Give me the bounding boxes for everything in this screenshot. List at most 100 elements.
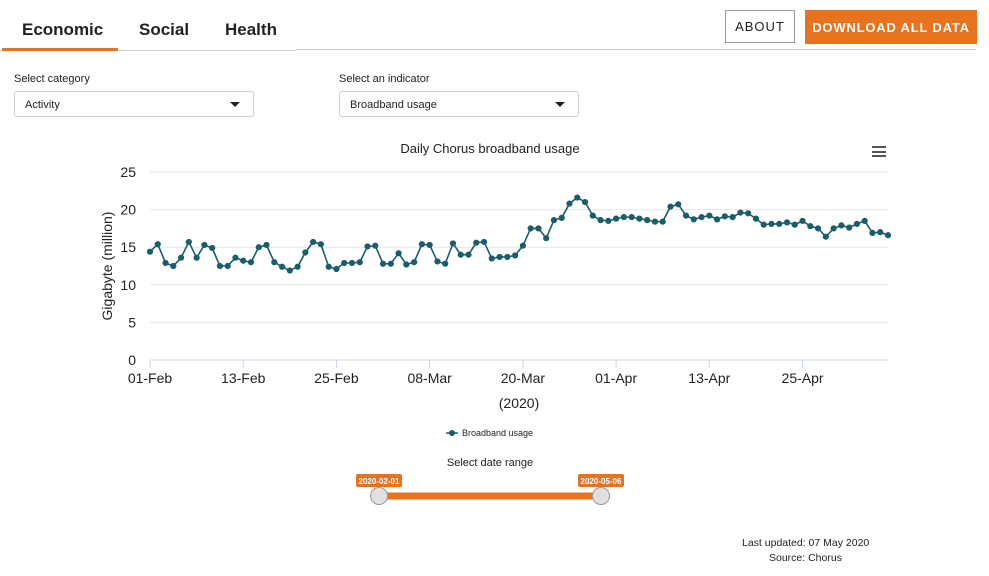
data-point[interactable] bbox=[745, 210, 752, 217]
data-point[interactable] bbox=[690, 216, 697, 223]
data-point[interactable] bbox=[791, 221, 798, 228]
data-point[interactable] bbox=[814, 225, 822, 232]
data-point[interactable] bbox=[853, 220, 861, 227]
data-point[interactable] bbox=[395, 250, 402, 257]
data-point[interactable] bbox=[372, 242, 379, 249]
data-point[interactable] bbox=[589, 212, 596, 219]
data-point[interactable] bbox=[861, 217, 868, 224]
data-point[interactable] bbox=[543, 235, 550, 242]
category-select[interactable]: Activity bbox=[14, 91, 254, 117]
data-point[interactable] bbox=[504, 253, 511, 261]
data-point[interactable] bbox=[286, 267, 293, 274]
data-point[interactable] bbox=[411, 259, 418, 266]
data-point[interactable] bbox=[737, 209, 744, 216]
data-point[interactable] bbox=[364, 243, 371, 250]
data-point[interactable] bbox=[581, 198, 589, 206]
data-point[interactable] bbox=[752, 215, 760, 222]
download-all-data-button[interactable]: DOWNLOAD ALL DATA bbox=[805, 10, 977, 44]
data-point[interactable] bbox=[341, 259, 348, 267]
data-point[interactable] bbox=[434, 258, 441, 265]
tab-economic[interactable]: Economic bbox=[22, 20, 104, 39]
data-point[interactable] bbox=[302, 249, 309, 256]
data-point[interactable] bbox=[550, 217, 558, 224]
data-point[interactable] bbox=[620, 214, 627, 221]
data-point[interactable] bbox=[240, 257, 247, 264]
data-point[interactable] bbox=[535, 225, 542, 232]
data-point[interactable] bbox=[317, 241, 325, 248]
data-point[interactable] bbox=[185, 238, 192, 246]
data-point[interactable] bbox=[170, 262, 177, 270]
data-point[interactable] bbox=[729, 214, 736, 221]
data-point[interactable] bbox=[154, 241, 161, 248]
tab-social[interactable]: Social bbox=[139, 20, 190, 39]
data-point[interactable] bbox=[706, 212, 713, 219]
data-point[interactable] bbox=[597, 217, 604, 224]
data-point[interactable] bbox=[278, 263, 286, 270]
data-point[interactable] bbox=[884, 232, 892, 239]
data-point[interactable] bbox=[807, 223, 814, 230]
data-point[interactable] bbox=[768, 220, 775, 227]
data-point[interactable] bbox=[566, 200, 573, 207]
about-button[interactable]: ABOUT bbox=[725, 10, 795, 43]
data-point[interactable] bbox=[426, 241, 433, 249]
data-point[interactable] bbox=[247, 259, 255, 266]
data-point[interactable] bbox=[449, 240, 457, 247]
data-point[interactable] bbox=[480, 238, 488, 246]
data-point[interactable] bbox=[877, 229, 884, 236]
data-point[interactable] bbox=[146, 248, 154, 255]
data-point[interactable] bbox=[418, 241, 425, 248]
data-point[interactable] bbox=[325, 263, 332, 270]
data-point[interactable] bbox=[177, 254, 185, 261]
data-point[interactable] bbox=[698, 214, 705, 221]
data-point[interactable] bbox=[636, 215, 643, 222]
data-point[interactable] bbox=[713, 216, 721, 223]
indicator-select[interactable]: Broadband usage bbox=[339, 91, 579, 117]
data-point[interactable] bbox=[628, 214, 635, 221]
range-start-handle[interactable] bbox=[370, 487, 388, 505]
data-point[interactable] bbox=[387, 260, 394, 267]
data-point[interactable] bbox=[651, 218, 659, 225]
data-point[interactable] bbox=[333, 265, 340, 273]
data-point[interactable] bbox=[574, 194, 581, 201]
data-point[interactable] bbox=[512, 252, 519, 259]
data-point[interactable] bbox=[201, 241, 208, 249]
data-point[interactable] bbox=[348, 259, 356, 267]
data-point[interactable] bbox=[294, 263, 301, 270]
data-point[interactable] bbox=[783, 219, 791, 226]
data-point[interactable] bbox=[682, 212, 690, 219]
data-point[interactable] bbox=[558, 214, 565, 221]
data-point[interactable] bbox=[162, 259, 169, 267]
data-point[interactable] bbox=[465, 251, 472, 258]
legend[interactable]: Broadband usage bbox=[446, 428, 533, 438]
data-point[interactable] bbox=[224, 262, 231, 270]
tab-health[interactable]: Health bbox=[225, 20, 277, 39]
data-point[interactable] bbox=[442, 260, 449, 267]
data-point[interactable] bbox=[263, 241, 270, 249]
data-point[interactable] bbox=[799, 217, 806, 224]
data-point[interactable] bbox=[838, 222, 845, 229]
data-point[interactable] bbox=[457, 251, 464, 258]
data-point[interactable] bbox=[271, 259, 278, 266]
data-point[interactable] bbox=[255, 244, 262, 251]
data-point[interactable] bbox=[356, 259, 363, 266]
data-point[interactable] bbox=[216, 262, 224, 270]
data-point[interactable] bbox=[659, 218, 666, 225]
data-point[interactable] bbox=[473, 239, 480, 246]
data-point[interactable] bbox=[760, 221, 767, 228]
data-point[interactable] bbox=[830, 225, 837, 232]
data-point[interactable] bbox=[846, 224, 853, 231]
data-point[interactable] bbox=[675, 201, 682, 208]
data-point[interactable] bbox=[310, 238, 317, 246]
data-point[interactable] bbox=[488, 255, 495, 262]
range-end-handle[interactable] bbox=[592, 487, 610, 505]
data-point[interactable] bbox=[776, 220, 783, 227]
data-point[interactable] bbox=[193, 254, 200, 261]
data-point[interactable] bbox=[232, 254, 239, 261]
data-point[interactable] bbox=[379, 260, 387, 267]
data-point[interactable] bbox=[667, 203, 674, 210]
data-point[interactable] bbox=[605, 217, 612, 224]
data-point[interactable] bbox=[209, 244, 216, 252]
data-point[interactable] bbox=[496, 253, 503, 261]
data-point[interactable] bbox=[869, 229, 876, 237]
chart-menu-icon[interactable] bbox=[872, 146, 886, 157]
